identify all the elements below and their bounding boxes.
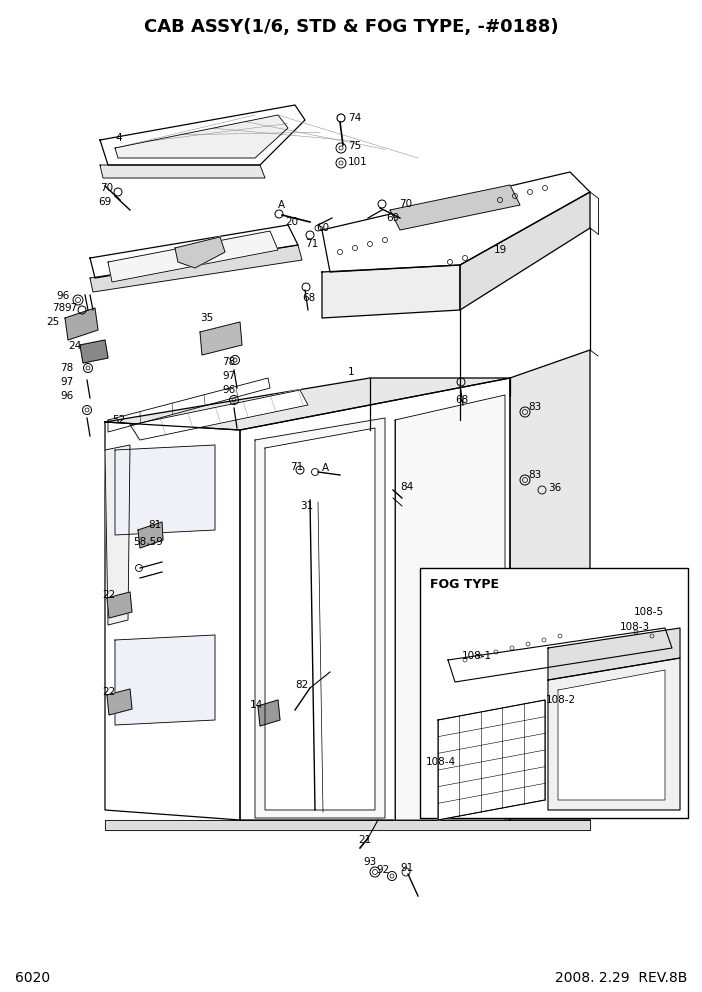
Text: 83: 83 [528, 402, 541, 412]
Polygon shape [115, 445, 215, 535]
Polygon shape [80, 340, 108, 363]
Text: A: A [322, 463, 329, 473]
Text: 69: 69 [386, 213, 399, 223]
Text: 71: 71 [305, 239, 318, 249]
Text: 6020: 6020 [15, 971, 50, 985]
Text: 82: 82 [295, 680, 308, 690]
Text: 81: 81 [148, 520, 161, 530]
Text: 96: 96 [56, 291, 69, 301]
Text: 97: 97 [222, 371, 235, 381]
Polygon shape [175, 237, 225, 268]
Text: 91: 91 [400, 863, 413, 873]
Text: 97: 97 [60, 377, 73, 387]
Polygon shape [510, 350, 590, 820]
Polygon shape [548, 658, 680, 810]
Polygon shape [240, 378, 510, 820]
Polygon shape [548, 628, 680, 680]
Text: 108-5: 108-5 [634, 607, 664, 617]
Text: 84: 84 [400, 482, 413, 492]
Text: 20: 20 [285, 217, 298, 227]
Polygon shape [258, 700, 280, 726]
Polygon shape [115, 115, 288, 158]
Text: 36: 36 [548, 483, 562, 493]
Polygon shape [105, 445, 130, 625]
Text: 22: 22 [102, 687, 115, 697]
Text: 78: 78 [222, 357, 235, 367]
Text: 69: 69 [98, 197, 111, 207]
Text: 52: 52 [112, 415, 125, 425]
Polygon shape [105, 820, 590, 830]
Polygon shape [390, 185, 520, 230]
Text: 68: 68 [302, 293, 315, 303]
Polygon shape [558, 670, 665, 800]
Polygon shape [100, 105, 305, 165]
Text: 75: 75 [348, 141, 362, 151]
Text: 58,59: 58,59 [133, 537, 163, 547]
Text: 108-2: 108-2 [546, 695, 576, 705]
Polygon shape [105, 422, 240, 820]
Text: 31: 31 [300, 501, 313, 511]
Polygon shape [115, 635, 215, 725]
Text: 71: 71 [290, 462, 303, 472]
Polygon shape [65, 308, 98, 340]
Polygon shape [460, 192, 590, 310]
Text: 92: 92 [376, 865, 389, 875]
Polygon shape [100, 165, 265, 178]
Text: 35: 35 [200, 313, 213, 323]
Text: 1: 1 [348, 367, 355, 377]
Text: 74: 74 [348, 113, 362, 123]
Polygon shape [130, 390, 308, 440]
Text: 60: 60 [316, 223, 329, 233]
Polygon shape [322, 172, 590, 272]
Text: 97: 97 [64, 303, 77, 313]
Polygon shape [107, 689, 132, 715]
Polygon shape [108, 231, 278, 282]
Text: 108-3: 108-3 [620, 622, 650, 632]
Text: CAB ASSY(1/6, STD & FOG TYPE, -#0188): CAB ASSY(1/6, STD & FOG TYPE, -#0188) [144, 18, 558, 36]
Text: 93: 93 [363, 857, 376, 867]
Polygon shape [438, 700, 545, 820]
Polygon shape [322, 265, 460, 318]
Text: 96: 96 [222, 385, 235, 395]
Text: 68: 68 [455, 395, 468, 405]
Text: 21: 21 [358, 835, 371, 845]
Text: 108-4: 108-4 [426, 757, 456, 767]
Text: 25: 25 [46, 317, 59, 327]
Polygon shape [107, 592, 132, 618]
Text: 19: 19 [494, 245, 508, 255]
Text: A: A [278, 200, 285, 210]
Text: 2008. 2.29  REV.8B: 2008. 2.29 REV.8B [555, 971, 687, 985]
Polygon shape [255, 418, 385, 818]
Text: 22: 22 [102, 590, 115, 600]
Text: 101: 101 [348, 157, 368, 167]
Text: FOG TYPE: FOG TYPE [430, 578, 499, 591]
Text: 24: 24 [68, 341, 81, 351]
Text: 83: 83 [528, 470, 541, 480]
Polygon shape [448, 628, 672, 682]
Polygon shape [105, 378, 510, 430]
Text: 78: 78 [52, 303, 65, 313]
Text: 70: 70 [399, 199, 412, 209]
Text: 108-1: 108-1 [462, 651, 492, 661]
Text: 70: 70 [100, 183, 113, 193]
Text: 4: 4 [115, 133, 121, 143]
Polygon shape [90, 225, 298, 278]
Polygon shape [90, 245, 302, 292]
Text: 78: 78 [60, 363, 73, 373]
Polygon shape [200, 322, 242, 355]
Polygon shape [265, 428, 375, 810]
Text: 96: 96 [60, 391, 73, 401]
Polygon shape [138, 522, 163, 548]
Polygon shape [395, 395, 505, 820]
Bar [420, 568, 688, 818]
Text: 14: 14 [250, 700, 263, 710]
